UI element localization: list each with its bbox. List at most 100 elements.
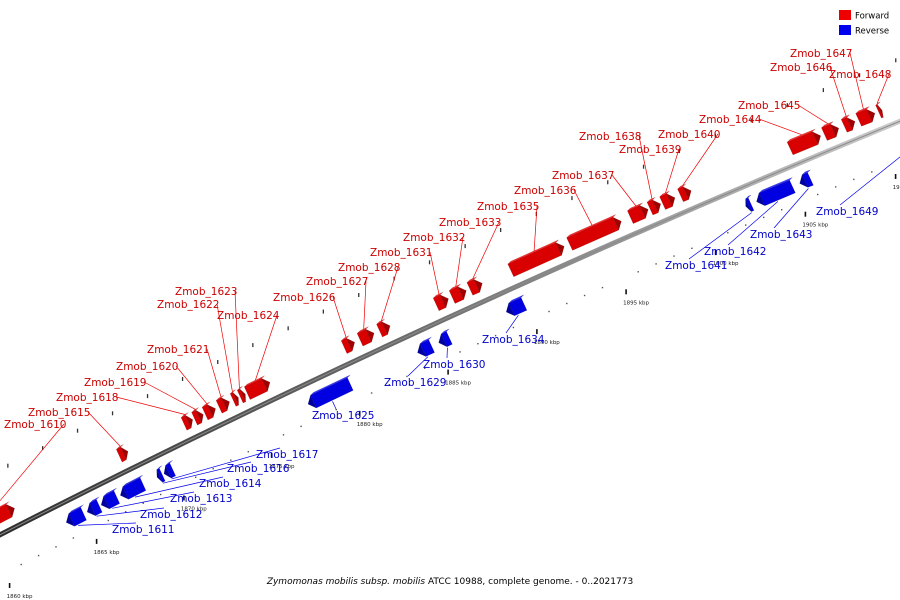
gene-arrow-head[interactable] (86, 502, 96, 517)
gene-label[interactable]: Zmob_1636 (514, 185, 577, 197)
gene-top-face[interactable] (201, 401, 211, 408)
gene-arrow-head[interactable] (877, 104, 884, 118)
gene-top-face[interactable] (0, 501, 10, 523)
gene-body[interactable] (310, 377, 354, 409)
gene-arrow-head[interactable] (745, 198, 752, 212)
gene-zmob_1629[interactable] (417, 336, 435, 357)
gene-zmob_1643[interactable] (799, 169, 814, 188)
gene-zmob_1619[interactable] (191, 407, 204, 426)
gene-top-face[interactable] (244, 375, 265, 388)
gene-label[interactable]: Zmob_1613 (170, 493, 232, 505)
gene-top-face[interactable] (68, 504, 84, 514)
gene-arrow-head[interactable] (866, 108, 876, 123)
gene-label[interactable]: Zmob_1637 (552, 170, 614, 182)
gene-zmob_1633[interactable] (466, 276, 483, 296)
gene-top-face[interactable] (466, 276, 477, 283)
gene-arrow-head[interactable] (163, 464, 172, 479)
gene-label[interactable]: Zmob_1627 (306, 276, 368, 288)
gene-label[interactable]: Zmob_1621 (147, 344, 209, 356)
gene-arrow-head[interactable] (120, 486, 130, 500)
gene-zmob_1644[interactable] (786, 128, 821, 156)
gene-label[interactable]: Zmob_1638 (579, 131, 641, 143)
gene-zmob_1630[interactable] (438, 328, 453, 348)
gene-top-face[interactable] (440, 328, 450, 335)
gene-arrow-head[interactable] (100, 495, 110, 510)
gene-zmob_1617[interactable] (163, 460, 176, 479)
gene-zmob_1646[interactable] (840, 114, 856, 133)
gene-body[interactable] (89, 499, 103, 517)
gene-label[interactable]: Zmob_1629 (384, 377, 446, 389)
gene-label[interactable]: Zmob_1632 (403, 232, 465, 244)
gene-top-face[interactable] (116, 444, 124, 450)
gene-label[interactable]: Zmob_1641 (665, 260, 727, 272)
gene-arrow-head[interactable] (439, 294, 449, 309)
gene-label[interactable]: Zmob_1639 (619, 144, 681, 156)
gene-arrow-head[interactable] (261, 378, 271, 392)
gene-top-face[interactable] (758, 177, 793, 194)
gene-arrow-head[interactable] (417, 343, 427, 357)
gene-label[interactable]: Zmob_1614 (199, 478, 262, 490)
gene-label[interactable]: Zmob_1626 (273, 292, 336, 304)
gene-label[interactable]: Zmob_1620 (116, 361, 178, 373)
gene-arrow-head[interactable] (65, 513, 76, 527)
gene-top-face[interactable] (103, 487, 117, 497)
gene-top-face[interactable] (659, 190, 670, 197)
gene-label[interactable]: Zmob_1615 (28, 407, 90, 419)
gene-top-face[interactable] (745, 194, 752, 200)
gene-label[interactable]: Zmob_1634 (482, 334, 545, 346)
gene-arrow-head[interactable] (473, 279, 483, 293)
gene-zmob_1623[interactable] (236, 386, 246, 404)
gene-arrow-head[interactable] (756, 192, 766, 207)
gene-zmob_1627[interactable] (356, 326, 375, 347)
gene-arrow-head[interactable] (232, 392, 239, 406)
gene-arrow-head[interactable] (682, 186, 692, 201)
gene-zmob_1642[interactable] (756, 177, 796, 207)
gene-label[interactable]: Zmob_1646 (770, 62, 833, 74)
gene-label[interactable]: Zmob_1624 (217, 310, 280, 322)
gene-zmob_1622[interactable] (229, 389, 239, 407)
gene-arrow-head[interactable] (799, 174, 809, 188)
gene-arrow-head[interactable] (612, 216, 622, 231)
gene-arrow-head[interactable] (346, 337, 355, 352)
gene-label[interactable]: Zmob_1648 (829, 69, 891, 81)
gene-label[interactable]: Zmob_1647 (790, 48, 852, 60)
gene-label[interactable]: Zmob_1644 (699, 114, 762, 126)
gene-arrow-head[interactable] (239, 388, 246, 402)
gene-zmob_1637[interactable] (627, 202, 649, 224)
gene-arrow-head[interactable] (846, 117, 856, 131)
gene-label[interactable]: Zmob_1625 (312, 410, 374, 422)
gene-arrow-head[interactable] (220, 397, 230, 412)
gene-arrow-head[interactable] (829, 123, 840, 138)
gene-body[interactable] (122, 477, 147, 500)
gene-arrow-head[interactable] (666, 193, 676, 208)
gene-label[interactable]: Zmob_1645 (738, 100, 800, 112)
gene-zmob_1631[interactable] (432, 291, 449, 312)
gene-zmob_1612[interactable] (86, 496, 103, 517)
gene-zmob_1632[interactable] (448, 283, 467, 304)
gene-zmob_1618[interactable] (180, 412, 193, 431)
gene-arrow-head[interactable] (505, 302, 516, 317)
gene-zmob_1621[interactable] (215, 394, 230, 414)
gene-zmob_1611[interactable] (65, 504, 87, 527)
gene-label[interactable]: Zmob_1611 (112, 524, 174, 536)
gene-zmob_1625[interactable] (307, 374, 354, 409)
gene-label[interactable]: Zmob_1619 (84, 377, 146, 389)
gene-arrow-head[interactable] (120, 446, 129, 461)
gene-top-face[interactable] (821, 121, 834, 128)
gene-arrow-head[interactable] (555, 242, 565, 256)
gene-zmob_1645[interactable] (821, 121, 840, 141)
gene-zmob_1635[interactable] (507, 239, 565, 278)
gene-zmob_1626[interactable] (340, 335, 355, 354)
gene-body[interactable] (801, 172, 814, 188)
gene-label[interactable]: Zmob_1631 (370, 247, 432, 259)
gene-arrow-head[interactable] (5, 503, 15, 518)
gene-arrow-head[interactable] (206, 404, 216, 418)
gene-zmob_1648[interactable] (875, 101, 884, 119)
gene-arrow-head[interactable] (457, 286, 467, 301)
gene-label[interactable]: Zmob_1633 (439, 217, 501, 229)
gene-zmob_1640[interactable] (677, 183, 692, 202)
gene-zmob_1634[interactable] (505, 294, 528, 317)
gene-label[interactable]: Zmob_1630 (423, 359, 485, 371)
gene-label[interactable]: Zmob_1623 (175, 286, 237, 298)
gene-arrow-head[interactable] (381, 321, 391, 336)
